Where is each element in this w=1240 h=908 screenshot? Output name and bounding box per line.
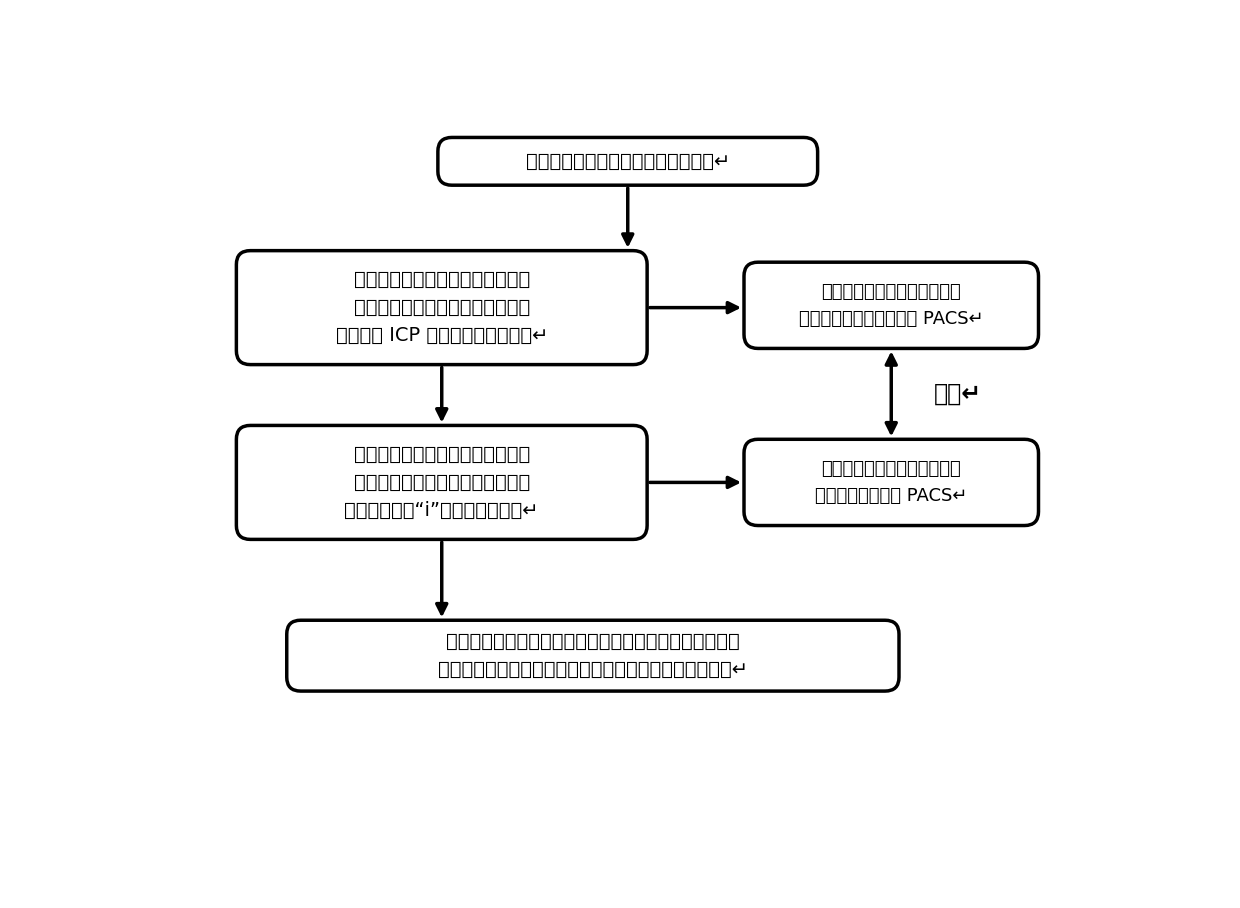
Text: 双眼平视前方，睐耳平面与水平面
平行，双侧后牙区紧咋，让上下颌
牙列处于 ICP 位，嘴唇处于自然位↵: 双眼平视前方，睐耳平面与水平面 平行，双侧后牙区紧咋，让上下颌 牙列处于 ICP… — [336, 270, 548, 345]
Text: 对比↵: 对比↵ — [934, 382, 982, 406]
FancyBboxPatch shape — [237, 426, 647, 539]
Text: 曝光并判定图像质量满意后将
生成的图像储存并传送至 PACS↵: 曝光并判定图像质量满意后将 生成的图像储存并传送至 PACS↵ — [799, 283, 983, 328]
FancyBboxPatch shape — [438, 137, 817, 185]
FancyBboxPatch shape — [744, 262, 1039, 349]
Text: 不仅可以显示软腼形态及发育状况，在一定程度上还可以
为腼裂修复中软腼形态的重建和腼咍闭合的研究提供参考↵: 不仅可以显示软腼形态及发育状况，在一定程度上还可以 为腼裂修复中软腼形态的重建和… — [438, 632, 748, 679]
Text: 判定图像质量满意后将生成的
图像储存并传送至 PACS↵: 判定图像质量满意后将生成的 图像储存并传送至 PACS↵ — [815, 460, 967, 505]
Text: 调整设备拍摄模式至头影测量侧位片↵: 调整设备拍摄模式至头影测量侧位片↵ — [526, 152, 730, 171]
FancyBboxPatch shape — [286, 620, 899, 691]
Text: 双眼平视前方，睐耳平面与水平面
平行，在检查者提示下，在曝光时
持续发高元音“i”，直到拍摄完成↵: 双眼平视前方，睐耳平面与水平面 平行，在检查者提示下，在曝光时 持续发高元音“i… — [345, 445, 539, 520]
FancyBboxPatch shape — [237, 251, 647, 365]
FancyBboxPatch shape — [744, 439, 1039, 526]
